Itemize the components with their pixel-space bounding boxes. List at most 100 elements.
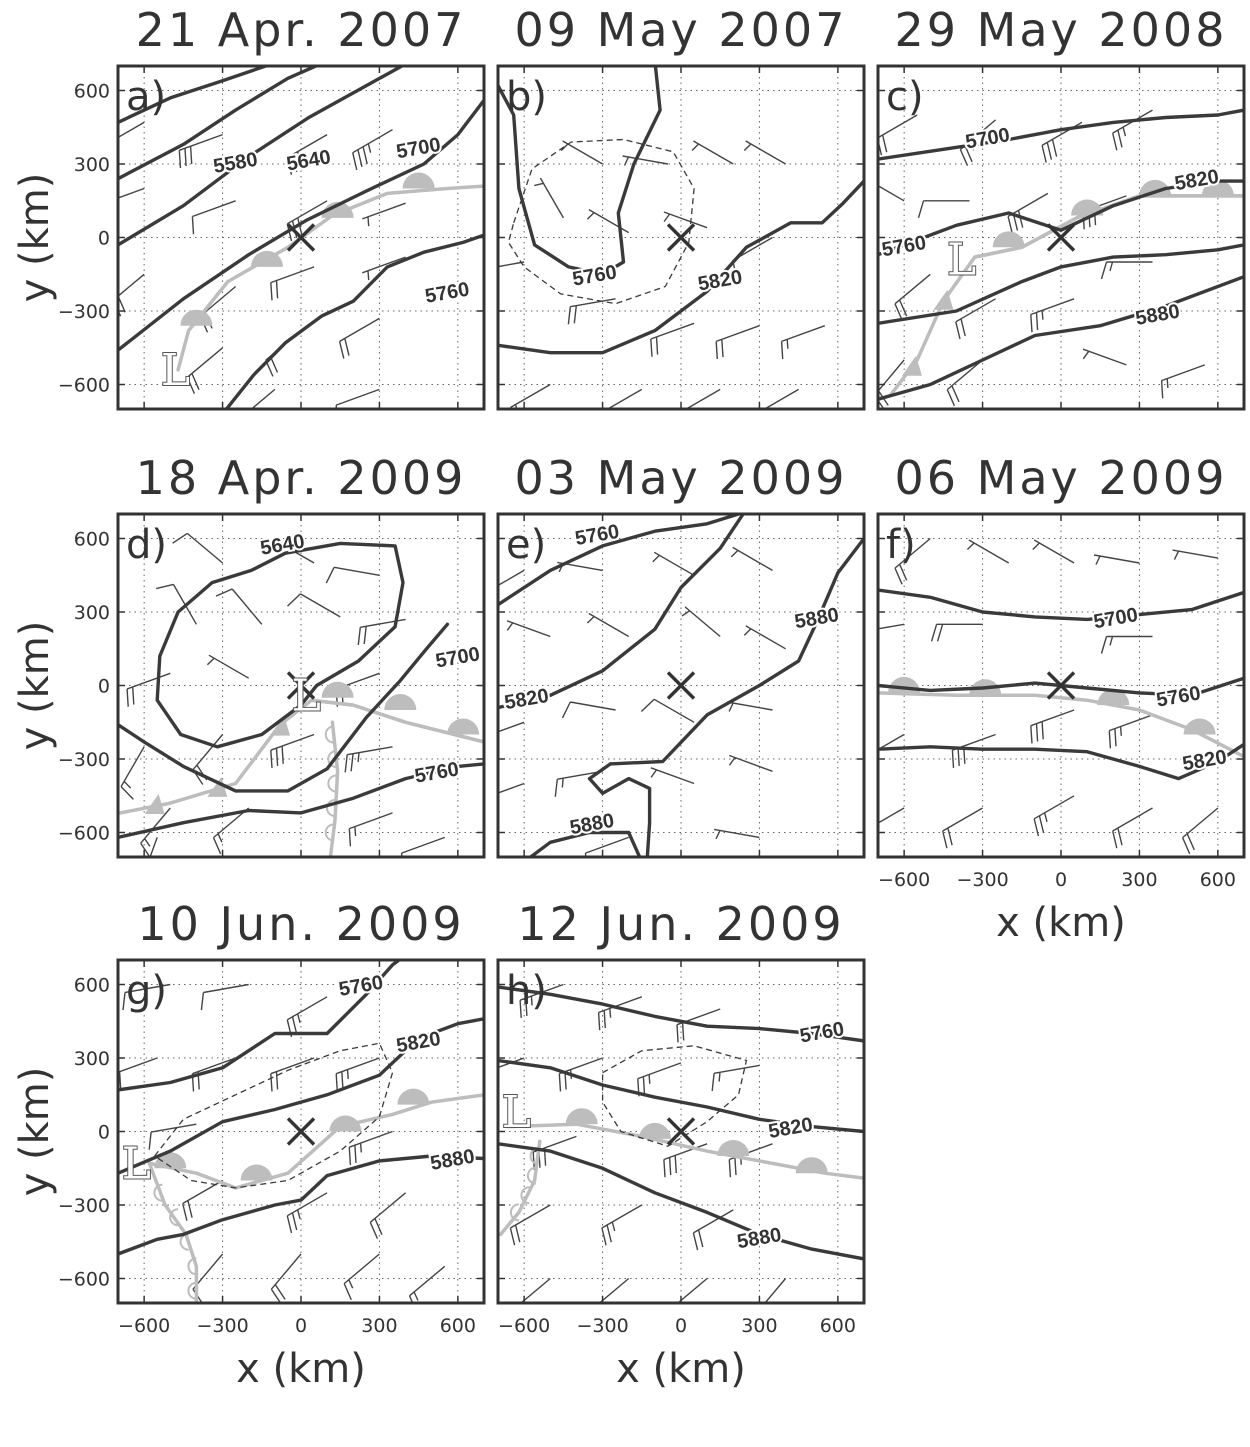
panel-a-title: 21 Apr. 2007: [136, 3, 467, 57]
wind-barb: [942, 807, 983, 849]
wind-barb: [1030, 709, 1075, 744]
wind-barb: [148, 1123, 197, 1150]
wind-barb: [878, 623, 905, 630]
wind-barb: [1108, 714, 1153, 749]
height-contour: [118, 98, 484, 352]
wind-barb: [498, 782, 525, 794]
wind-barb: [930, 623, 983, 642]
warm-front-line: [972, 194, 1244, 259]
wind-barb: [959, 119, 997, 166]
wind-barb: [1030, 298, 1075, 333]
dashed-contour: [507, 138, 695, 305]
x-tick-label: −600: [118, 1315, 170, 1337]
wind-barb: [286, 133, 328, 175]
contour-label: 5820: [696, 266, 744, 295]
height-contour: [118, 1154, 484, 1256]
warm-front-symbol: [384, 694, 417, 710]
x-tick-label: −300: [956, 869, 1008, 891]
y-tick-label: −300: [58, 749, 110, 771]
y-tick-label: −600: [58, 1269, 110, 1291]
wind-barb: [270, 733, 315, 768]
height-contour: [498, 66, 662, 276]
contour-label: 5700: [964, 124, 1012, 153]
wind-barb: [713, 828, 760, 840]
warm-front-symbol: [1139, 179, 1172, 196]
wind-barb: [270, 1057, 315, 1092]
contour-label: 5760: [413, 758, 461, 787]
warm-front-symbol: [329, 1115, 362, 1132]
wind-barb: [681, 606, 721, 638]
height-contour: [878, 275, 1244, 401]
warm-front-symbol: [180, 309, 213, 326]
wind-barb: [335, 388, 380, 409]
y-tick-label: 300: [74, 602, 110, 624]
wind-barb: [120, 746, 145, 800]
wind-barb: [1032, 539, 1075, 564]
wind-barb: [498, 721, 525, 733]
wind-barb: [357, 618, 406, 645]
wind-barb: [878, 114, 918, 156]
x-tick-label: 0: [675, 1315, 687, 1337]
wind-barb: [126, 672, 171, 707]
wind-barb: [567, 298, 616, 325]
occluded-front-symbol: [324, 823, 334, 842]
x-axis-label: x (km): [236, 1346, 366, 1392]
wind-barb: [764, 1278, 787, 1303]
wind-barb: [966, 539, 1010, 564]
wind-barb: [955, 298, 996, 340]
low-pressure-symbol: L: [122, 1138, 151, 1189]
wind-barb: [362, 256, 406, 281]
wind-barb: [586, 612, 630, 638]
wind-barb: [1181, 807, 1219, 855]
wind-barb: [498, 569, 525, 587]
wind-barb: [692, 1209, 734, 1251]
wind-barb: [286, 996, 328, 1038]
wind-barb: [348, 1130, 393, 1165]
panel-e-plot-area: 5760 5820 5880 5880: [498, 514, 864, 857]
wind-barb: [369, 1192, 407, 1239]
wind-barb: [408, 1265, 446, 1303]
warm-front-symbol: [447, 718, 480, 735]
wind-barb: [1093, 554, 1140, 565]
panel-d: 18 Apr. 2009 5640 5700 5760 Ld) −600 −300 0 300 6…: [12, 451, 486, 859]
wind-barb: [878, 733, 905, 769]
occluded-front-symbol: [169, 1208, 179, 1227]
panel-a-plot-area: 5580 5640 5700 5760 L: [118, 66, 484, 409]
contour-label: 5700: [395, 134, 443, 163]
wind-barb: [250, 388, 276, 409]
wind-barb: [691, 140, 734, 165]
height-contour: [878, 742, 1244, 781]
occluded-front-symbol: [520, 1186, 530, 1205]
wind-barb: [509, 1204, 551, 1246]
height-contour: [587, 762, 652, 857]
warm-front-symbol: [397, 1088, 430, 1105]
height-contour: [498, 514, 746, 710]
wind-barb: [711, 1064, 760, 1091]
x-tick-label: −600: [878, 869, 930, 891]
wind-barb: [343, 1253, 380, 1301]
panel-a-label: a): [126, 74, 166, 120]
height-contour: [118, 66, 271, 125]
contour-label: 5760: [423, 278, 471, 307]
wind-barb: [344, 746, 393, 773]
wind-barb: [172, 532, 224, 564]
x-tick-label: −600: [498, 1315, 550, 1337]
y-tick-label: −600: [58, 375, 110, 397]
wind-barb: [206, 654, 250, 679]
x-tick-label: −300: [196, 1315, 248, 1337]
height-contour: [498, 985, 864, 1043]
wind-barb: [498, 261, 525, 268]
cross-marker: [666, 1117, 696, 1146]
warm-front-symbol: [717, 1140, 750, 1156]
contour-label: 5580: [212, 149, 260, 178]
cross-marker: [286, 671, 316, 700]
panel-f-title: 06 May 2009: [895, 451, 1228, 505]
height-contour: [118, 762, 484, 840]
wind-barb: [780, 325, 826, 360]
panel-g-label: g): [126, 968, 167, 1014]
wind-barb: [878, 184, 905, 202]
wind-barb: [178, 133, 223, 169]
y-tick-label: 600: [74, 975, 110, 997]
contour-label: 5700: [1092, 604, 1140, 633]
